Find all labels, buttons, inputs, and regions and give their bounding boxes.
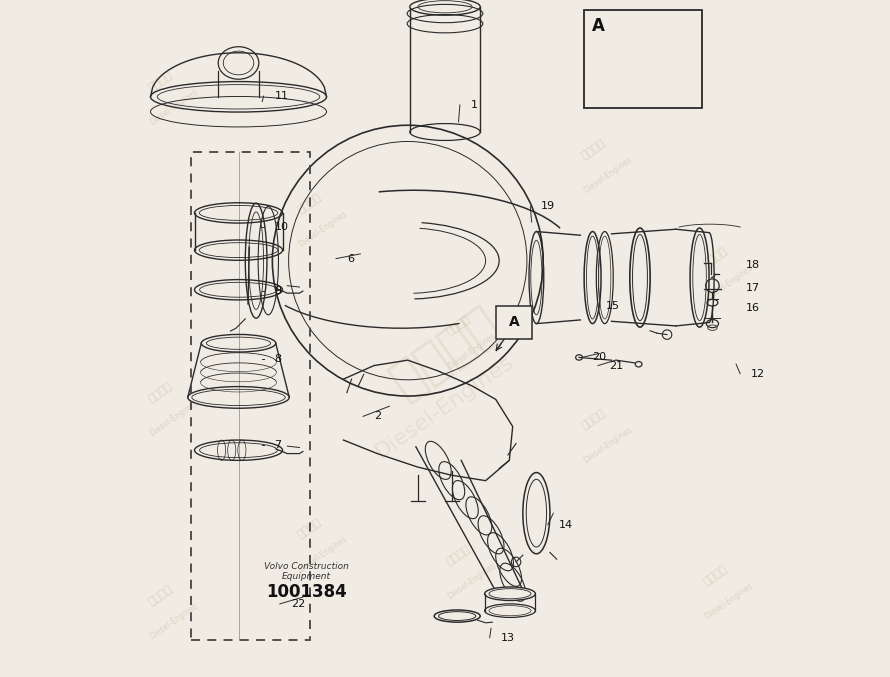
Ellipse shape (409, 0, 481, 15)
Text: 21: 21 (609, 361, 623, 370)
Text: 柴发动力: 柴发动力 (445, 544, 473, 567)
Text: Equipment: Equipment (282, 571, 331, 581)
Text: Diesel-Engines: Diesel-Engines (149, 602, 200, 641)
Text: A: A (509, 315, 520, 329)
Text: 19: 19 (541, 202, 555, 211)
Text: 柴发动力: 柴发动力 (295, 517, 323, 540)
Text: 9: 9 (274, 286, 281, 296)
Text: 22: 22 (291, 599, 305, 609)
Text: 柴发动力: 柴发动力 (147, 70, 174, 93)
Text: Diesel-Engines: Diesel-Engines (297, 534, 349, 573)
Text: Diesel-Engines: Diesel-Engines (446, 561, 498, 600)
Circle shape (594, 18, 611, 36)
Text: 柴发动力: 柴发动力 (147, 381, 174, 404)
Text: 17: 17 (746, 283, 760, 292)
Text: 16: 16 (746, 303, 760, 313)
Bar (497, 306, 531, 338)
Text: 15: 15 (606, 301, 620, 311)
Text: 柴发动力: 柴发动力 (445, 313, 473, 336)
Text: 2: 2 (374, 412, 381, 421)
Text: 20: 20 (593, 353, 607, 362)
Text: 13: 13 (500, 633, 514, 642)
Text: 柴发动力: 柴发动力 (702, 246, 730, 269)
Text: 柴发动力: 柴发动力 (702, 564, 730, 587)
Text: Diesel-Engines: Diesel-Engines (582, 426, 634, 465)
Text: Diesel-Engines: Diesel-Engines (149, 399, 200, 438)
Text: 8: 8 (274, 354, 281, 364)
Text: 1001384: 1001384 (266, 584, 346, 601)
Text: 4: 4 (678, 80, 685, 89)
Text: 12: 12 (751, 369, 765, 378)
Text: Diesel-Engines: Diesel-Engines (149, 87, 200, 127)
Text: Diesel-Engines: Diesel-Engines (297, 209, 349, 248)
Text: Diesel-Engines: Diesel-Engines (446, 331, 498, 370)
Text: 柴发动力: 柴发动力 (147, 584, 174, 607)
Text: 柴发动力: 柴发动力 (580, 137, 608, 160)
Text: Diesel-Engines: Diesel-Engines (372, 351, 518, 462)
Text: 柴发动力: 柴发动力 (580, 408, 608, 431)
Text: 3: 3 (659, 56, 665, 66)
Text: 18: 18 (746, 261, 760, 270)
Text: Diesel-Engines: Diesel-Engines (582, 155, 634, 194)
Bar (584, 10, 702, 108)
Text: A: A (592, 17, 605, 35)
Text: 柴发动力: 柴发动力 (382, 298, 508, 406)
Text: Diesel-Engines: Diesel-Engines (704, 582, 755, 621)
Text: 6: 6 (347, 254, 354, 263)
Ellipse shape (484, 587, 536, 600)
Text: Volvo Construction: Volvo Construction (263, 562, 349, 571)
Text: 14: 14 (559, 520, 573, 529)
Text: Diesel-Engines: Diesel-Engines (704, 263, 755, 303)
Text: 7: 7 (274, 441, 281, 450)
Bar (191, 152, 310, 640)
Text: 10: 10 (274, 222, 288, 232)
Text: 1: 1 (471, 100, 478, 110)
Text: 11: 11 (274, 91, 288, 101)
Text: 5: 5 (695, 98, 702, 108)
Text: 柴发动力: 柴发动力 (295, 192, 323, 215)
